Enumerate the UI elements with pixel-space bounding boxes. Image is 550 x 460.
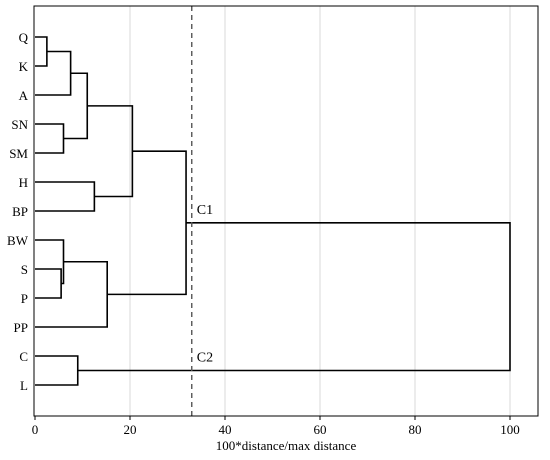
- leaf-label-p: P: [21, 291, 28, 306]
- x-tick-label: 0: [32, 422, 39, 437]
- leaf-label-pp: PP: [14, 320, 28, 335]
- leaf-label-l: L: [20, 378, 28, 393]
- x-tick-label: 20: [124, 422, 137, 437]
- cluster-labels: C1 C2: [197, 203, 213, 366]
- leaf-label-k: K: [19, 59, 29, 74]
- x-tick-label: 40: [219, 422, 232, 437]
- leaf-label-sm: SM: [9, 146, 28, 161]
- leaf-label-sn: SN: [11, 117, 28, 132]
- dendrogram-link-m9: [35, 260, 108, 328]
- leaf-label-q: Q: [19, 30, 29, 45]
- dendrogram-link-m4: [35, 123, 65, 154]
- grid-lines: [129, 6, 511, 416]
- dendrogram-link-m1: [35, 36, 48, 67]
- leaf-label-c: C: [19, 349, 28, 364]
- x-axis-ticks: 0 20 40 60 80 100: [32, 416, 520, 437]
- dendrogram-link-m11: [107, 150, 187, 296]
- dendrogram-link-m7: [63, 72, 89, 140]
- cluster-label-c2: C2: [197, 351, 213, 366]
- leaf-label-h: H: [19, 175, 28, 190]
- dendrogram-link-m12: [77, 221, 511, 372]
- dendrogram-link-m5: [35, 50, 72, 96]
- leaf-label-s: S: [21, 262, 28, 277]
- leaf-label-a: A: [19, 88, 29, 103]
- x-axis-label: 100*distance/max distance: [216, 438, 357, 453]
- leaf-label-bw: BW: [7, 233, 29, 248]
- cluster-label-c1: C1: [197, 203, 213, 218]
- x-tick-label: 80: [409, 422, 422, 437]
- plot-frame: [33, 5, 539, 417]
- dendrogram-link-m8: [35, 181, 96, 212]
- dendrogram-link-m3: [35, 239, 65, 285]
- leaf-label-bp: BP: [12, 204, 28, 219]
- x-tick-label: 60: [314, 422, 327, 437]
- dendrogram-link-m2: [35, 268, 62, 299]
- dendrogram-links: [35, 36, 511, 386]
- dendrogram-link-m6: [35, 355, 79, 386]
- x-tick-label: 100: [500, 422, 520, 437]
